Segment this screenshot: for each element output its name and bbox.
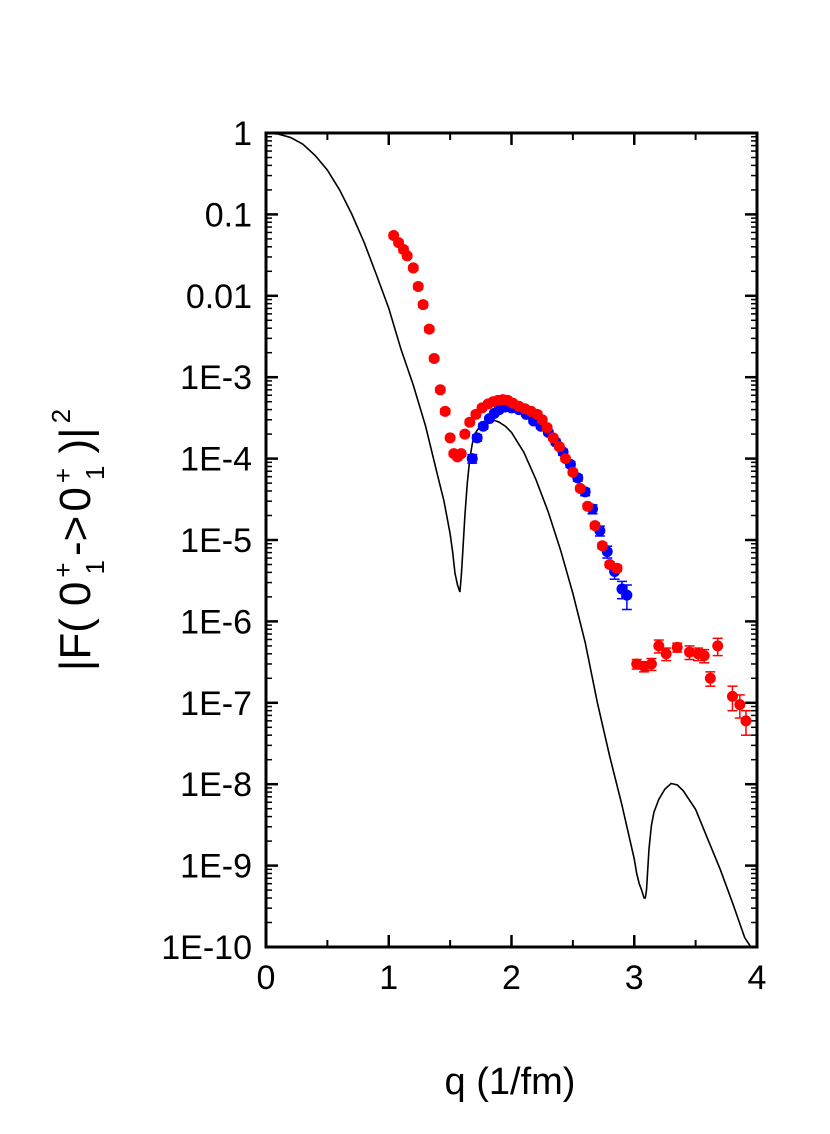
red-data-point bbox=[683, 646, 695, 658]
red-data-point bbox=[671, 641, 683, 653]
red-data-point bbox=[553, 441, 565, 453]
y-tick-label: 1E-8 bbox=[180, 766, 252, 804]
y-title-sub-b: 1 bbox=[80, 465, 110, 479]
red-data-point bbox=[455, 448, 467, 460]
y-title-close: )| bbox=[51, 427, 100, 453]
blue-data-point bbox=[471, 432, 483, 444]
red-data-point bbox=[547, 432, 559, 444]
red-data-point bbox=[434, 384, 446, 396]
red-data-point bbox=[417, 299, 429, 311]
red-data-point bbox=[582, 500, 594, 512]
red-data-point bbox=[541, 422, 553, 434]
red-data-point bbox=[611, 562, 623, 574]
y-tick-label: 1E-9 bbox=[180, 848, 252, 886]
major-ticks bbox=[264, 131, 759, 949]
plot-border bbox=[264, 131, 759, 949]
red-data-point bbox=[459, 428, 471, 440]
red-data-point bbox=[712, 640, 724, 652]
x-tick-label: 0 bbox=[257, 959, 276, 997]
y-title-sup-b: + bbox=[48, 468, 78, 483]
x-axis-title: q (1/fm) bbox=[445, 1061, 576, 1103]
blue-data-point bbox=[477, 420, 489, 432]
y-title-state-a: 0 bbox=[51, 582, 100, 606]
y-tick-label: 1E-6 bbox=[180, 603, 252, 641]
y-title-arrow: -> bbox=[51, 516, 100, 556]
y-tick-label: 1E-10 bbox=[161, 929, 252, 967]
red-data-point bbox=[444, 432, 456, 444]
x-tick-label: 1 bbox=[379, 959, 398, 997]
red-data-point bbox=[412, 281, 424, 293]
red-data-point bbox=[660, 648, 672, 660]
y-title-sup-a: + bbox=[48, 562, 78, 577]
red-data-point bbox=[596, 540, 608, 552]
red-data-point bbox=[567, 466, 579, 478]
y-tick-label: 0.1 bbox=[205, 196, 252, 234]
red-data-point bbox=[726, 690, 738, 702]
red-data-point bbox=[574, 482, 586, 494]
theory-curve bbox=[265, 132, 752, 948]
blue-data-point bbox=[466, 453, 478, 465]
y-axis-title: |F( 0 + 1 -> 0 + 1 )| 2 bbox=[46, 409, 110, 671]
red-data-point bbox=[536, 414, 548, 426]
y-tick-label: 0.01 bbox=[186, 278, 252, 316]
blue-series-layer bbox=[466, 401, 633, 611]
y-tick-label: 1E-4 bbox=[180, 441, 252, 479]
red-data-point bbox=[734, 699, 746, 711]
red-data-point bbox=[407, 262, 419, 274]
y-tick-label: 1E-5 bbox=[180, 522, 252, 560]
y-title-power: 2 bbox=[46, 409, 76, 423]
red-data-point bbox=[560, 453, 572, 465]
red-data-point bbox=[464, 416, 476, 428]
x-tick-label: 3 bbox=[625, 959, 644, 997]
red-data-point bbox=[401, 250, 413, 262]
red-data-point bbox=[704, 672, 716, 684]
x-tick-label: 4 bbox=[748, 959, 767, 997]
y-tick-label: 1 bbox=[233, 115, 252, 153]
blue-data-point bbox=[621, 589, 633, 601]
minor-ticks bbox=[266, 133, 757, 947]
y-tick-label: 1E-7 bbox=[180, 685, 252, 723]
y-tick-label: 1E-3 bbox=[180, 359, 252, 397]
theory-curve-layer bbox=[265, 132, 752, 948]
red-series-layer bbox=[388, 230, 752, 736]
y-title-sub-a: 1 bbox=[80, 560, 110, 574]
red-data-point bbox=[698, 650, 710, 662]
y-title-open: |F( bbox=[51, 618, 100, 671]
red-data-point bbox=[645, 658, 657, 670]
y-tick-labels: 1 0.1 0.01 1E-3 1E-4 1E-5 1E-6 1E-7 1E-8 1E-9 1E-1… bbox=[161, 115, 252, 967]
x-tick-labels: 0 1 2 3 4 bbox=[257, 959, 767, 997]
red-data-point bbox=[428, 352, 440, 364]
x-tick-label: 2 bbox=[502, 959, 521, 997]
svg-text:|F( 0 + 1: |F( 0 + 1 -> 0 + 1 )| 2 bbox=[46, 409, 110, 671]
red-data-point bbox=[740, 715, 752, 727]
red-data-point bbox=[439, 405, 451, 417]
plot-frame bbox=[264, 131, 759, 949]
red-data-point bbox=[423, 323, 435, 335]
red-data-point bbox=[589, 520, 601, 532]
y-title-state-b: 0 bbox=[51, 487, 100, 511]
